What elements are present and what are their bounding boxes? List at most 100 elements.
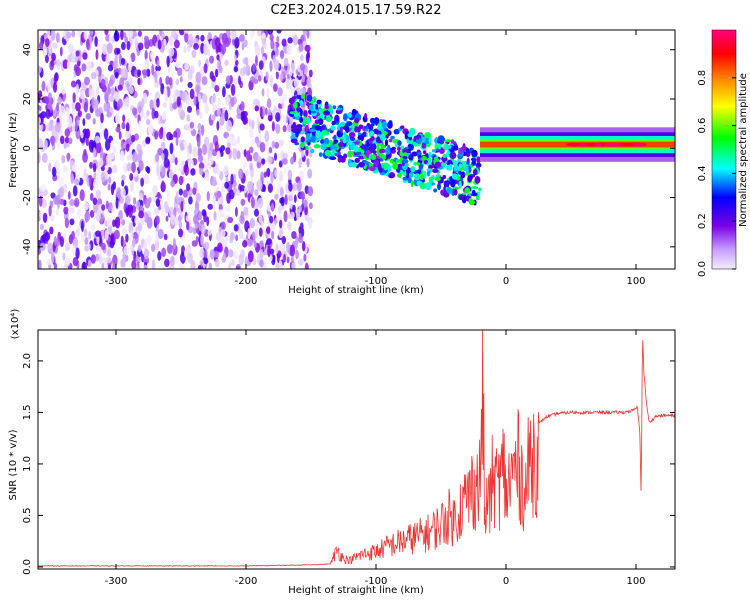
heatmap-cell [214,84,220,93]
heatmap-cell [298,157,302,169]
heatmap-cell [105,153,112,165]
heatmap-cell [183,45,187,54]
y-tick-label: 20 [22,93,33,106]
heatmap-cell [140,177,145,187]
heatmap-cell [276,30,282,34]
heatmap-cell [180,200,184,213]
snr-y-label: SNR (10 * v/v) [8,429,19,500]
heatmap-cell [115,114,121,125]
heatmap-cell [286,242,291,253]
heatmap-cell [75,50,80,57]
heatmap-cell [301,227,305,238]
heatmap-cell [143,35,149,42]
heatmap-cell [165,75,170,86]
heatmap-cell [236,189,241,197]
heatmap-cell [372,150,377,154]
heatmap-cell [86,60,92,71]
heatmap-cell [209,156,214,166]
heatmap-cell [130,134,136,143]
heatmap-cell [243,123,249,130]
heatmap-cell [250,196,255,209]
heatmap-cell [269,60,273,72]
heatmap-cell [105,200,109,210]
heatmap-cell [104,90,109,103]
heatmap-cell [89,30,94,36]
heatmap-cell [69,199,75,207]
heatmap-cell [222,86,226,98]
heatmap-cell [403,152,408,157]
heatmap-cell [66,31,72,39]
heatmap-cell [171,30,178,39]
heatmap-cell [216,190,222,198]
heatmap-cell [187,226,194,234]
heatmap-cell [39,223,44,231]
heatmap-cell [307,141,311,146]
heatmap-cell [465,149,471,158]
heatmap-cell [438,148,445,154]
heatmap-cell [239,184,246,192]
heatmap-cell [41,80,46,92]
heatmap-cell [161,111,167,121]
heatmap-cell [443,180,451,185]
heatmap-cell [110,140,115,150]
heatmap-cell [380,144,386,149]
snr-frame [37,329,676,570]
heatmap-cell [235,59,239,66]
heatmap-cell [84,211,90,222]
heatmap-cell [136,50,141,57]
heatmap-cell [408,172,414,178]
heatmap-cell [88,231,92,240]
heatmap-cell [278,228,283,239]
heatmap-cell [297,125,302,133]
heatmap-cell [75,102,81,112]
heatmap-cell [93,98,99,108]
heatmap-cell [239,229,243,240]
heatmap-cell [475,195,480,201]
heatmap-cell [95,49,99,61]
heatmap-cell [211,179,218,187]
heatmap-cell [146,109,150,116]
heatmap-cell [308,30,313,41]
heatmap-cell [433,188,438,193]
heatmap-cell [274,193,279,200]
heatmap-cell [44,139,48,151]
heatmap-cell [192,146,199,158]
heatmap-cell [223,131,230,139]
heatmap-cell [138,160,144,171]
heatmap-cell [324,149,332,157]
heatmap-cell [240,100,245,113]
heatmap-cell [49,214,55,222]
y-tick-label: 2.0 [22,353,33,369]
heatmap-cell [187,158,194,170]
heatmap-cell [300,130,306,135]
heatmap-cell [274,141,280,149]
heatmap-cell [49,226,54,235]
heatmap-cell [72,92,76,103]
heatmap-cell [168,77,173,86]
figure-title: C2E3.2024.015.17.59.R22 [270,3,441,18]
heatmap-cell [65,106,70,118]
heatmap-cell [289,78,293,90]
heatmap-cell [87,259,92,268]
heatmap-cell [294,238,299,249]
heatmap-cell [287,37,293,44]
heatmap-cell [82,118,86,127]
heatmap-cell [193,208,198,216]
heatmap-cell [60,87,66,95]
heatmap-cell [315,125,322,132]
heatmap-cell [569,142,579,147]
heatmap-cell [259,123,265,131]
heatmap-cell [257,155,262,163]
heatmap-cell [226,120,233,132]
heatmap-cell [354,125,358,133]
heatmap-cell [300,136,305,143]
heatmap-cell [406,170,410,177]
heatmap-cell [207,48,211,57]
heatmap-cell [240,210,245,222]
heatmap-cell [264,107,268,116]
heatmap-cell [271,203,274,211]
heatmap-cell [453,145,459,151]
heatmap-cell [156,164,160,177]
heatmap-cell [253,98,259,106]
heatmap-cell [381,162,386,168]
